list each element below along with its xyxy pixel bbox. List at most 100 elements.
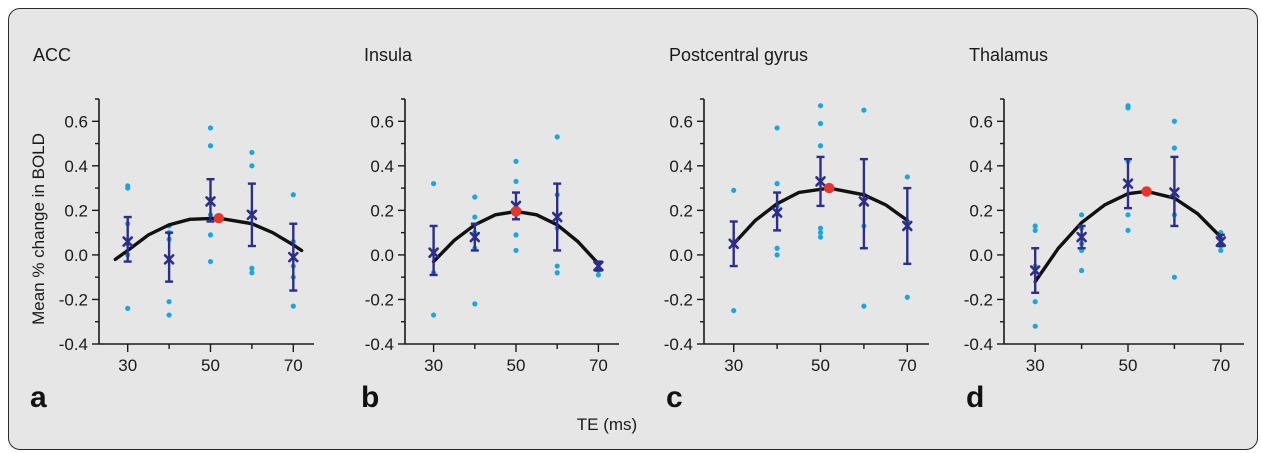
subject-point [731, 307, 737, 314]
y-tick-label: 0.4 [969, 157, 993, 176]
y-tick-label: 0.4 [669, 157, 693, 176]
y-axis-title: Mean % change in BOLD [29, 133, 48, 325]
subject-point [1171, 145, 1177, 151]
y-tick-label: 0.6 [669, 112, 693, 131]
subject-point [472, 214, 478, 220]
panel-title: Insula [364, 45, 413, 65]
panel-b: Insula b -0.4 -0.2 0.0 0.2 0.4 0.6 30 50 70 [361, 45, 619, 414]
y-tick-label: 0.6 [370, 112, 394, 131]
subject-point [207, 125, 214, 131]
y-tick-label: -0.2 [664, 290, 693, 309]
x-tick-label: 70 [589, 356, 608, 375]
subject-point [207, 258, 214, 265]
y-tick-label: 0.4 [370, 157, 394, 176]
panel-letter: a [30, 381, 47, 414]
panel-d: Thalamus d -0.4 -0.2 0.0 0.2 0.4 0.6 30 50 70 [964, 45, 1244, 414]
chart-canvas: Mean % change in BOLD TE (ms) ACC a -0.4 -0… [29, 45, 1244, 434]
fit-curve [113, 216, 304, 262]
x-tick-label: 70 [1211, 356, 1230, 375]
panel-title: ACC [33, 45, 71, 65]
subject-point [290, 192, 296, 198]
y-tick-label: 0.0 [669, 246, 693, 265]
mean-marker [815, 176, 826, 187]
mean-marker [902, 220, 913, 232]
subject-point [904, 174, 910, 180]
subject-point [472, 194, 478, 200]
subject-point [125, 305, 131, 311]
mean-marker [205, 196, 216, 207]
mean-marker [593, 260, 604, 272]
fit-peak-marker [510, 206, 522, 217]
mean-marker [428, 247, 439, 258]
mean-marker [1029, 265, 1041, 276]
x-tick-label: 30 [724, 356, 743, 375]
subject-point [817, 120, 824, 127]
mean-marker [551, 211, 563, 223]
subject-point [774, 181, 780, 187]
y-tick-label: 0.2 [969, 201, 993, 220]
y-tick-label: -0.2 [365, 290, 394, 309]
mean-marker [288, 251, 299, 263]
x-tick-label: 70 [898, 356, 917, 375]
mean-marker [771, 207, 783, 218]
x-axis-title: TE (ms) [577, 415, 637, 434]
subject-point [1032, 323, 1038, 329]
x-tick-label: 30 [1026, 356, 1045, 375]
y-tick-label: 0.2 [370, 201, 394, 220]
y-tick-label: 0.0 [969, 246, 993, 265]
subject-point [431, 181, 437, 187]
y-tick-label: -0.2 [59, 290, 88, 309]
subject-point [431, 312, 437, 318]
panel-letter: b [361, 381, 379, 414]
subject-point [817, 234, 824, 240]
subject-point [513, 247, 519, 254]
panel-title: Postcentral gyrus [669, 45, 808, 65]
subject-point [554, 134, 560, 140]
fit-peak-marker [1141, 186, 1152, 197]
y-tick-label: -0.4 [964, 335, 993, 354]
subject-point [817, 143, 824, 149]
subject-point [774, 125, 780, 131]
subject-point [1125, 212, 1131, 218]
mean-marker [246, 209, 258, 221]
panel-letter: c [666, 381, 683, 414]
x-tick-label: 70 [284, 356, 303, 375]
y-tick-label: 0.6 [64, 112, 88, 131]
mean-marker [728, 238, 739, 250]
panel-c: Postcentral gyrus c -0.4 -0.2 0.0 0.2 0.4 0.6 30… [664, 45, 929, 414]
subject-point [207, 232, 214, 238]
subject-point [1171, 118, 1177, 124]
mean-marker [1169, 187, 1180, 198]
subject-point [166, 299, 172, 305]
panel-letter: d [966, 381, 984, 414]
x-tick-label: 50 [1119, 356, 1138, 375]
mean-marker [1215, 236, 1227, 247]
x-tick-label: 30 [424, 356, 443, 375]
y-tick-label: 0.2 [64, 201, 88, 220]
y-tick-label: -0.2 [964, 290, 993, 309]
x-tick-label: 30 [118, 356, 137, 375]
y-tick-label: 0.0 [370, 246, 394, 265]
subject-point [861, 107, 867, 113]
mean-marker [1076, 231, 1087, 243]
x-tick-label: 50 [811, 356, 830, 375]
subject-point [1079, 212, 1085, 218]
mean-marker [858, 196, 870, 207]
y-tick-label: 0.4 [64, 157, 88, 176]
fit-curve [732, 186, 909, 246]
subject-point [1079, 267, 1085, 274]
mean-marker [1122, 178, 1134, 189]
subject-point [774, 245, 780, 251]
panel-a: ACC a -0.4 -0.2 0.0 0.2 0.4 0.6 30 50 70 [30, 45, 314, 414]
subject-point [472, 301, 478, 307]
figure-panel: Mean % change in BOLD TE (ms) ACC a -0.4 -0… [8, 8, 1258, 450]
subject-point [1032, 227, 1038, 234]
subject-point [817, 103, 824, 109]
subject-point [595, 272, 602, 278]
mean-marker [122, 236, 133, 247]
subject-point [861, 303, 867, 309]
subject-point [249, 163, 255, 169]
x-tick-label: 50 [201, 356, 220, 375]
y-tick-label: -0.4 [365, 335, 394, 354]
subject-point [166, 312, 172, 318]
